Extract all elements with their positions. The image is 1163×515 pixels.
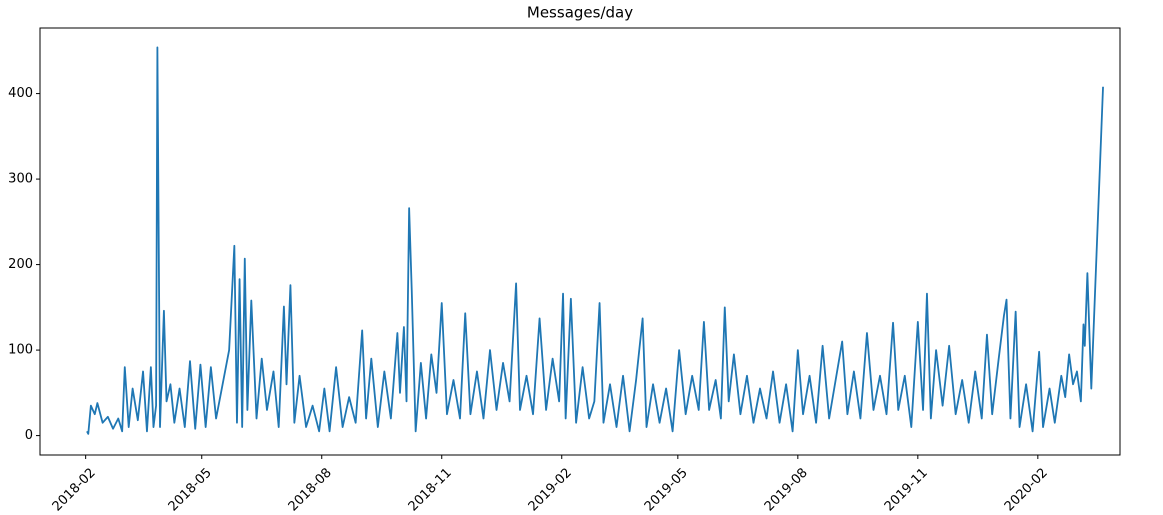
- x-tick-label: 2019-02: [526, 465, 575, 514]
- y-tick-label: 300: [8, 172, 33, 187]
- x-tick-label: 2018-05: [166, 465, 215, 514]
- x-tick-label: 2018-08: [286, 465, 335, 514]
- chart-title: Messages/day: [527, 4, 633, 22]
- x-tick-label: 2019-08: [762, 465, 811, 514]
- x-tick-label: 2020-02: [1002, 465, 1051, 514]
- x-tick-label: 2018-11: [406, 465, 455, 514]
- plot-frame: [39, 27, 1121, 456]
- x-tick-label: 2018-02: [50, 465, 99, 514]
- x-tick-label: 2019-05: [642, 465, 691, 514]
- data-line: [86, 46, 1104, 435]
- x-tick-label: 2019-11: [882, 465, 931, 514]
- y-tick-label: 100: [8, 343, 33, 358]
- y-tick-label: 200: [8, 257, 33, 272]
- y-tick-label: 0: [25, 428, 33, 443]
- y-tick-label: 400: [8, 86, 33, 101]
